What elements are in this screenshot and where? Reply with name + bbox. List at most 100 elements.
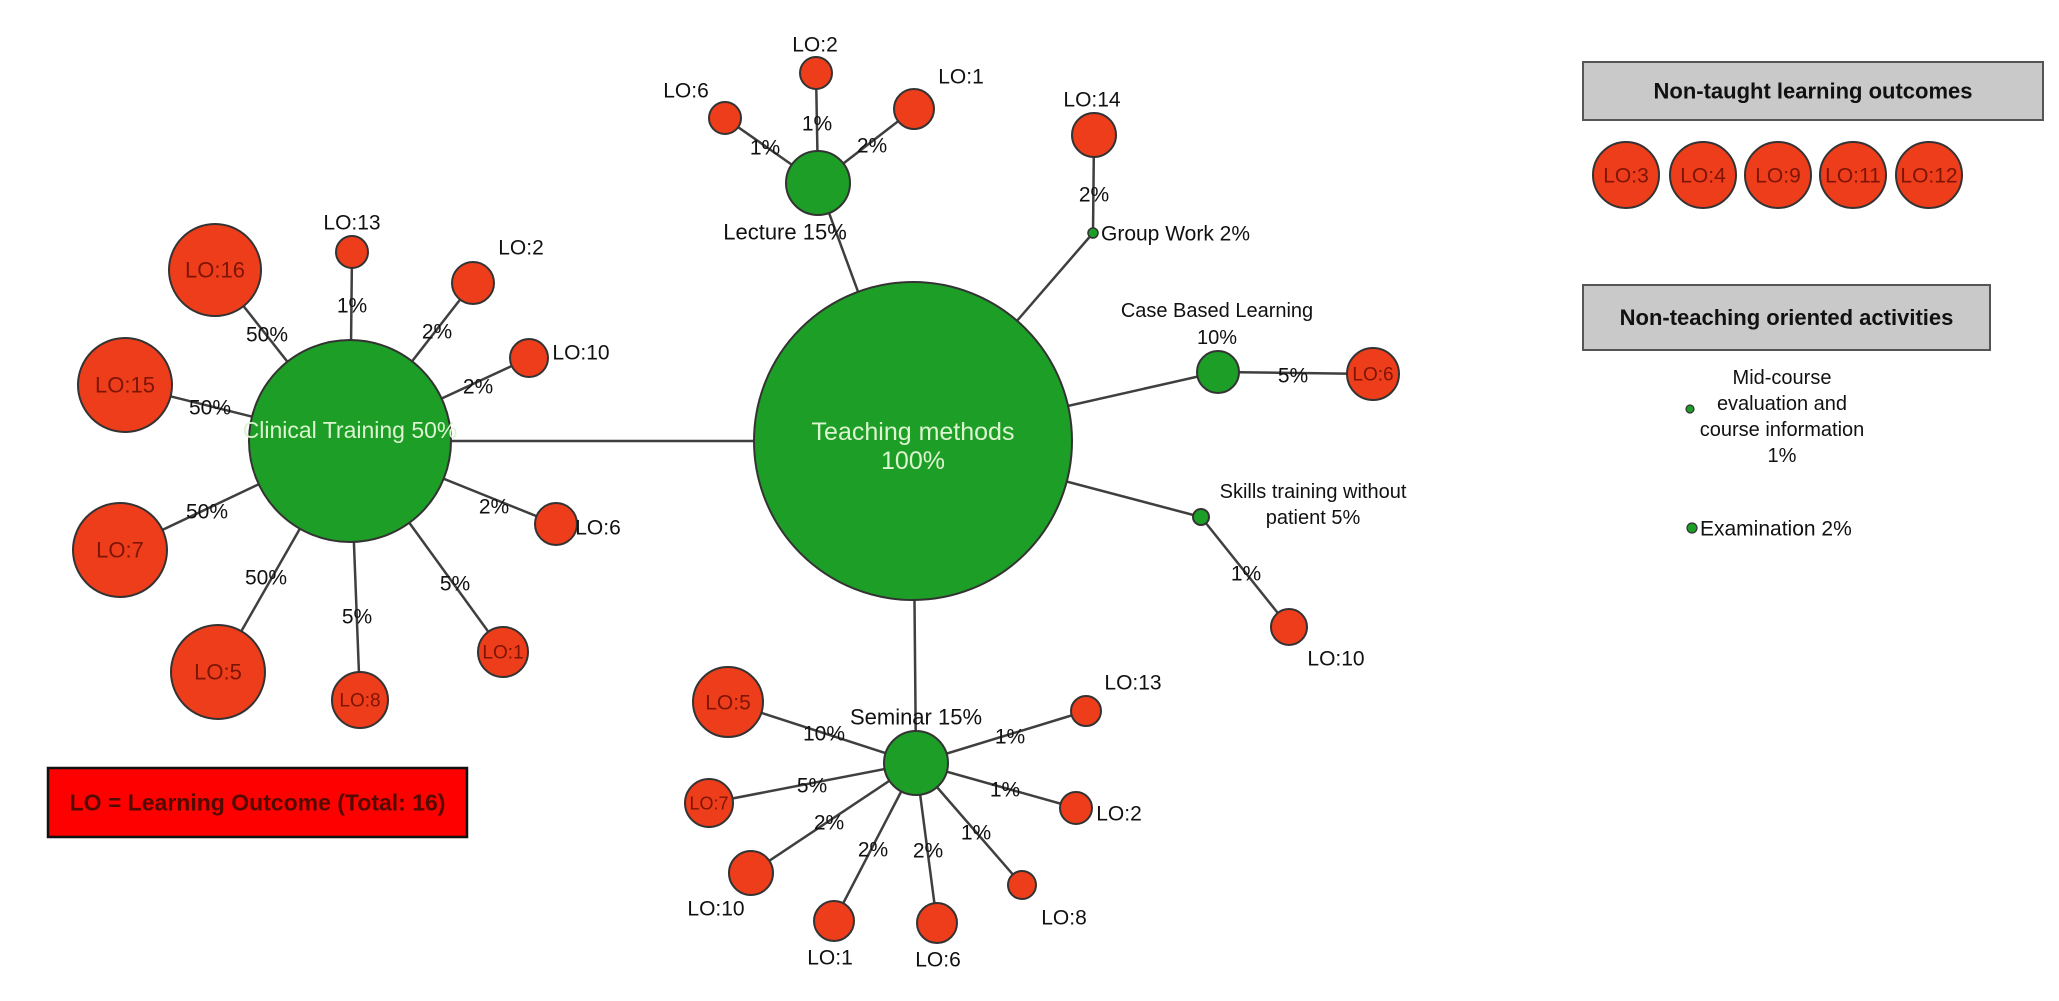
legend-layer: LO = Learning Outcome (Total: 16) [46, 766, 469, 839]
gw-lo14-label: LO:14 [1063, 88, 1121, 111]
mid-course-evaluation-label: 1% [1768, 445, 1797, 467]
edge-label-ct-lo13: 1% [337, 294, 367, 317]
non-taught-lo3-circle [1592, 141, 1660, 209]
skills-training-label: patient 5% [1266, 507, 1361, 529]
examination-label: Examination 2% [1700, 517, 1852, 540]
sem-lo6-label: LO:6 [915, 948, 961, 971]
teaching-methods-label: 100% [881, 447, 945, 475]
sem-lo8-circle [1007, 870, 1037, 900]
sk-lo10-label: LO:10 [1307, 647, 1364, 670]
ct-lo8-label: LO:8 [339, 691, 380, 712]
mid-course-evaluation-dot [1685, 404, 1695, 414]
right-panel-layer: Non-taught learning outcomes LO:3 LO:4 LO:9… [1582, 61, 2044, 540]
edge-label-ct-lo16: 50% [246, 323, 288, 346]
ct-lo16-circle [168, 223, 262, 317]
ct-lo2-circle [451, 261, 495, 305]
sem-lo10-circle [728, 850, 774, 896]
edge-label-gw-lo14: 2% [1079, 183, 1109, 206]
seminar-label: Seminar 15% [850, 705, 982, 730]
lec-lo2-circle [799, 56, 833, 90]
clinical-training-circle [248, 339, 452, 543]
edge-sem-lo10 [750, 761, 917, 875]
edge-label-ct-lo7: 50% [186, 500, 228, 523]
non-teaching-header-box [1582, 284, 1991, 351]
non-taught-header-box [1582, 61, 2044, 121]
node-circles-layer [72, 56, 1400, 944]
sk-lo10-circle [1270, 608, 1308, 646]
ct-lo7-circle [72, 502, 168, 598]
lec-lo2-label: LO:2 [792, 33, 838, 56]
non-taught-lo4-circle [1669, 141, 1737, 209]
sem-lo7-label: LO:7 [689, 793, 728, 813]
lec-lo6-circle [708, 101, 742, 135]
edge-label-sem-lo1: 2% [858, 838, 888, 861]
edge-label-ct-lo5: 50% [245, 566, 287, 589]
lecture-circle [785, 150, 851, 216]
edge-label-cbl-lo6: 5% [1278, 364, 1308, 387]
ct-lo10-circle [509, 338, 549, 378]
sem-lo1-label: LO:1 [807, 946, 853, 969]
ct-lo6-label: LO:6 [575, 516, 621, 539]
teaching-methods-circle [753, 281, 1073, 601]
mid-course-evaluation-label: course information [1700, 419, 1865, 441]
sem-lo2-circle [1059, 791, 1093, 825]
sem-lo7-circle [684, 778, 734, 828]
edge-sk-lo10 [1200, 516, 1290, 628]
edge-label-sem-lo5: 10% [803, 722, 845, 745]
ct-lo1-circle [477, 626, 529, 678]
edge-label-sem-lo13: 1% [995, 725, 1025, 748]
non-teaching-header-title: Non-teaching oriented activities [1620, 305, 1954, 330]
edge-sem-lo7 [708, 761, 917, 805]
ct-lo10-label: LO:10 [552, 341, 609, 364]
group-work-circle [1087, 227, 1099, 239]
non-taught-header-title: Non-taught learning outcomes [1654, 79, 1973, 104]
clinical-training-label: Clinical Training 50% [243, 417, 458, 443]
sem-lo13-circle [1070, 695, 1102, 727]
ct-lo15-label: LO:15 [95, 373, 155, 398]
ct-lo2-label: LO:2 [498, 236, 544, 259]
non-taught-lo4-label: LO:4 [1680, 164, 1726, 187]
edge-label-lec-lo6: 1% [750, 136, 780, 159]
case-based-learning-label: 10% [1197, 327, 1237, 349]
case-based-learning-label: Case Based Learning [1121, 300, 1313, 322]
sem-lo13-label: LO:13 [1104, 671, 1161, 694]
cbl-lo6-circle [1346, 347, 1400, 401]
non-taught-lo11-label: LO:11 [1825, 164, 1881, 187]
edge-label-sem-lo6: 2% [913, 839, 943, 862]
edge-label-ct-lo15: 50% [189, 396, 231, 419]
edge-label-ct-lo10: 2% [463, 375, 493, 398]
sem-lo1-circle [813, 900, 855, 942]
mid-course-evaluation-label: evaluation and [1717, 393, 1847, 415]
skills-training-circle [1192, 508, 1210, 526]
edge-label-sem-lo10: 2% [814, 811, 844, 834]
non-taught-lo3-label: LO:3 [1603, 164, 1649, 187]
lec-lo6-label: LO:6 [663, 79, 709, 102]
ct-lo7-label: LO:7 [96, 538, 144, 563]
sem-lo5-circle [692, 666, 764, 738]
lec-lo1-circle [893, 88, 935, 130]
edge-label-sk-lo10: 1% [1231, 562, 1261, 585]
edge-label-ct-lo2: 2% [422, 320, 452, 343]
edge-labels-layer: 50% 1% 2% 2% 50% 2% 50% 5% 50% 5% 1% 1% 2% 2% 5% 1% 10% 5… [186, 112, 1308, 862]
ct-lo15-circle [77, 337, 173, 433]
edge-label-sem-lo7: 5% [797, 774, 827, 797]
case-based-learning-circle [1196, 350, 1240, 394]
sem-lo10-label: LO:10 [687, 897, 744, 920]
group-work-label: Group Work 2% [1101, 222, 1250, 245]
non-taught-lo12-label: LO:12 [1900, 164, 1957, 187]
edge-label-ct-lo1: 5% [440, 572, 470, 595]
ct-lo13-circle [335, 235, 369, 269]
ct-lo13-label: LO:13 [323, 211, 380, 234]
ct-lo5-circle [170, 624, 266, 720]
ct-lo16-label: LO:16 [185, 258, 245, 283]
sem-lo6-circle [916, 902, 958, 944]
non-taught-lo9-label: LO:9 [1755, 164, 1801, 187]
sem-lo5-label: LO:5 [705, 691, 751, 714]
non-taught-lo9-circle [1744, 141, 1812, 209]
edge-label-ct-lo8: 5% [342, 605, 372, 628]
teaching-methods-label: Teaching methods [812, 418, 1015, 446]
edge-label-lec-lo2: 1% [802, 112, 832, 135]
ct-lo1-label: LO:1 [482, 643, 523, 664]
non-taught-lo12-circle [1895, 141, 1963, 209]
